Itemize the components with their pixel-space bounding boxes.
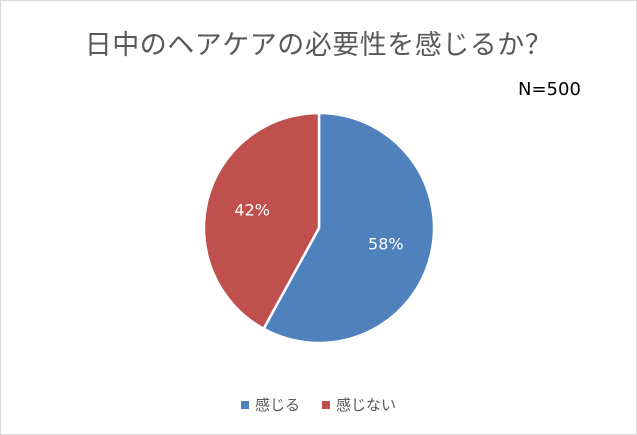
legend-item-no: 感じない <box>322 394 396 415</box>
data-label-no: 42% <box>234 200 270 219</box>
pie-slice-no <box>202 111 321 331</box>
legend: 感じる 感じない <box>1 394 636 415</box>
chart-title: 日中のヘアケアの必要性を感じるか？ <box>84 30 553 61</box>
legend-label-no: 感じない <box>336 396 397 414</box>
legend-label-yes: 感じる <box>254 396 300 414</box>
pie-slice-yes <box>262 111 436 345</box>
data-label-yes: 58% <box>368 235 404 254</box>
legend-item-yes: 感じる <box>240 394 300 415</box>
legend-swatch-no <box>322 400 330 409</box>
legend-swatch-yes <box>240 400 249 409</box>
sample-size-note: N=500 <box>518 79 581 100</box>
